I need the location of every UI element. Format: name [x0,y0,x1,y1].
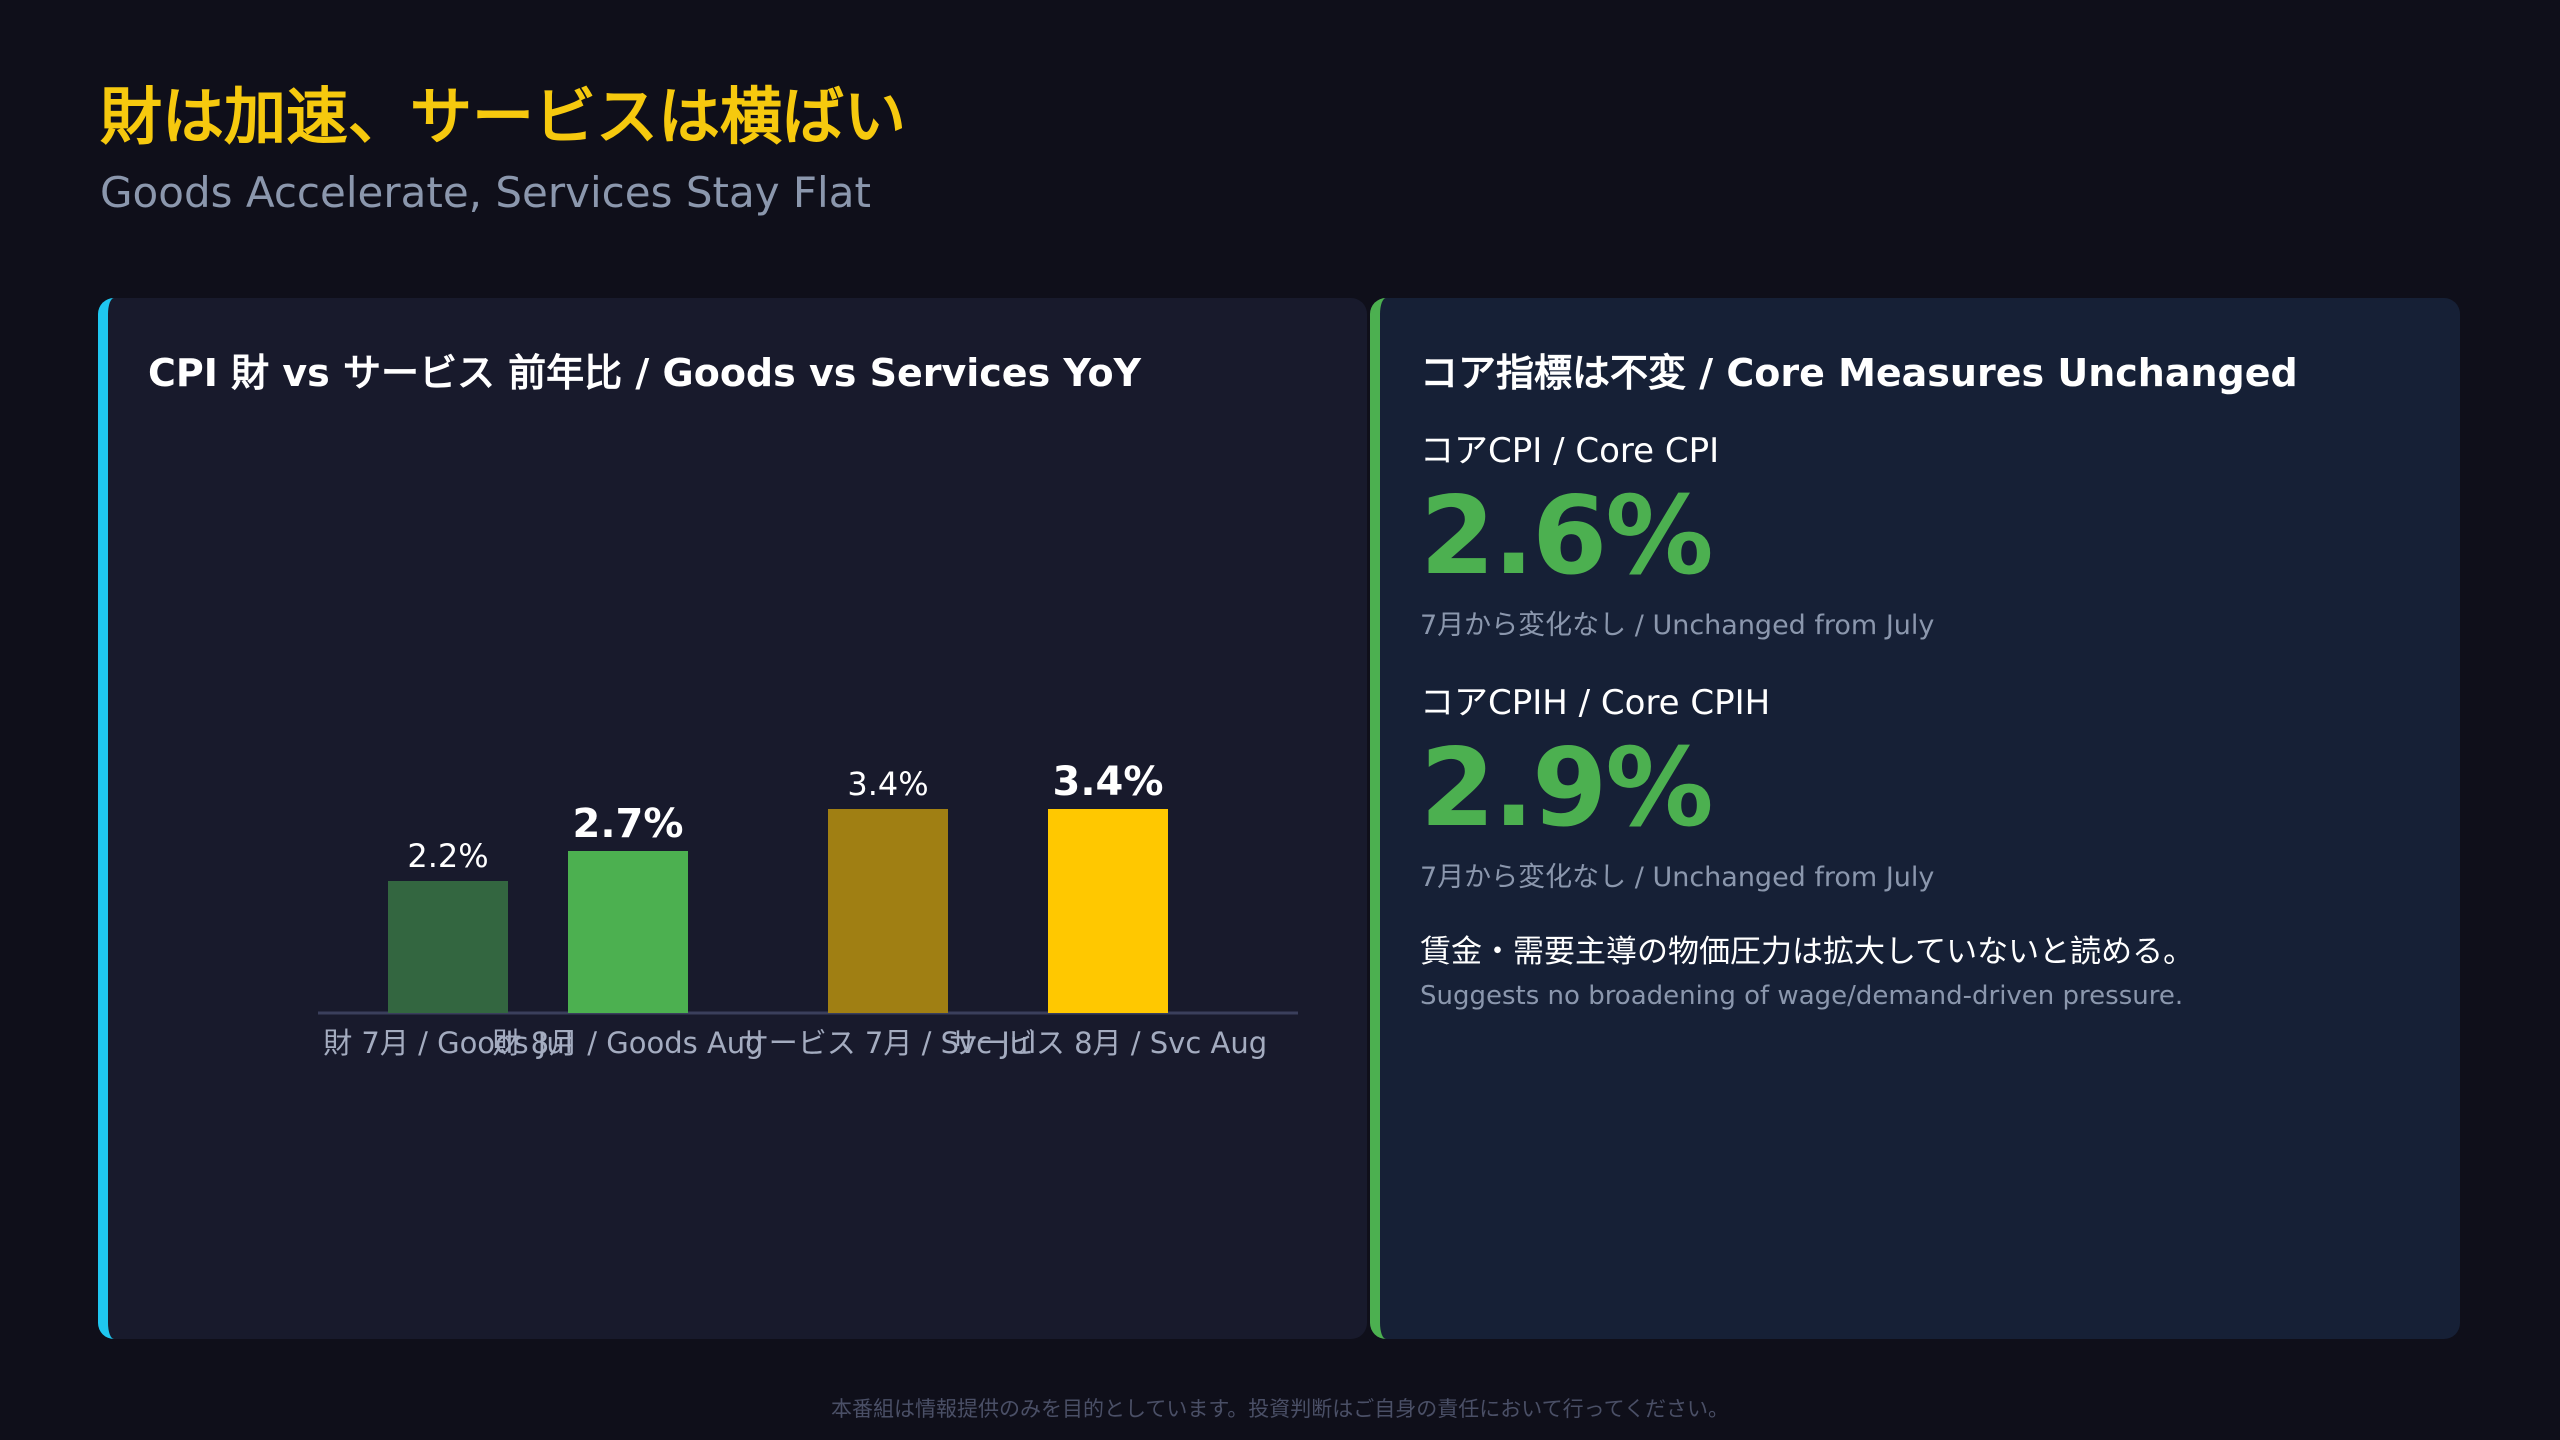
bar-value-label-1: 2.2% [407,837,488,875]
bar-chart: 2.2% 財 7月 / Goods Jul 2.7% 財 8月 / Goods Aug… [318,759,1298,1060]
insight-text-jp: 賃金・需要主導の物価圧力は拡大していないと読める。 [1420,934,2195,970]
core-cpi-label: コアCPI / Core CPI [1420,431,1720,471]
bar-4 [1048,809,1168,1013]
category-label-1: 財 7月 / Goods Jul [323,1026,573,1060]
core-cpih-label: コアCPIH / Core CPIH [1420,683,1771,723]
bar-value-label-4: 3.4% [1053,759,1164,805]
bar-value-label-3: 3.4% [847,765,928,803]
core-cpi-note: 7月から変化なし / Unchanged from July [1420,610,1935,641]
core-cpih-value: 2.9% [1420,726,1714,851]
core-cpih-note: 7月から変化なし / Unchanged from July [1420,862,1935,893]
insight-text-en: Suggests no broadening of wage/demand-dr… [1420,981,2184,1011]
category-label-4: サービス 8月 / Svc Aug [949,1026,1267,1060]
page-subtitle: Goods Accelerate, Services Stay Flat [100,168,871,217]
bar-2 [568,851,688,1013]
core-panel-title: コア指標は不変 / Core Measures Unchanged [1420,351,2298,395]
chart-title: CPI 財 vs サービス 前年比 / Goods vs Services Yo… [148,351,1142,395]
disclaimer-footer: 本番組は情報提供のみを目的としています。投資判断はご自身の責任において行ってくだ… [831,1397,1729,1421]
core-measures-panel: コア指標は不変 / Core Measures Unchanged コアCPI … [1370,298,2460,1339]
page-title: 財は加速、サービスは横ばい [100,80,907,153]
goods-services-chart-panel: CPI 財 vs サービス 前年比 / Goods vs Services Yo… [98,298,1367,1339]
core-cpi-value: 2.6% [1420,474,1714,599]
bar-3 [828,809,948,1013]
bar-value-label-2: 2.7% [573,801,684,847]
category-label-2: 財 8月 / Goods Aug [492,1026,763,1060]
bar-1 [388,881,508,1013]
category-label-3: サービス 7月 / Svc Jul [740,1026,1037,1060]
